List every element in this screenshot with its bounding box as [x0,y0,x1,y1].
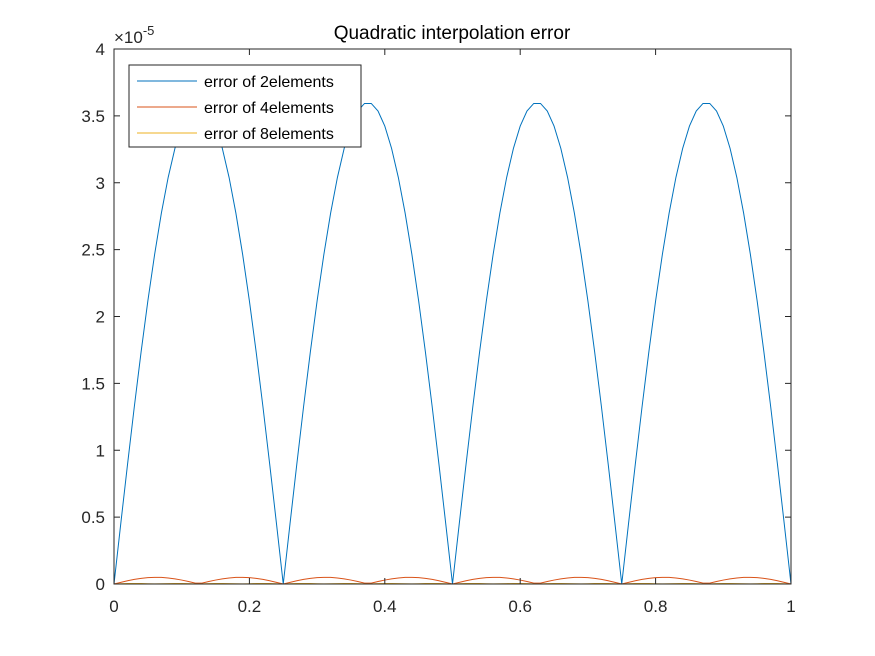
x-tick-label: 1 [786,597,795,616]
y-tick-label: 3.5 [81,107,105,126]
y-tick-label: 2.5 [81,241,105,260]
y-tick-label: 1 [96,441,105,460]
x-tick-label: 0.2 [238,597,262,616]
y-tick-label: 0.5 [81,508,105,527]
x-tick-label: 0.8 [644,597,668,616]
y-exponent-label: ×10-5 [114,23,154,47]
legend-label-3: error of 8elements [204,126,334,143]
y-exponent-power: -5 [143,23,155,38]
axis-ticks [113,48,792,585]
y-tick-labels: 0 0.5 1 1.5 2 2.5 3 3.5 4 [81,40,105,594]
y-tick-label: 2 [96,308,105,327]
x-tick-label: 0.4 [373,597,397,616]
y-tick-label: 0 [96,575,105,594]
y-exponent-base: ×10 [114,28,143,47]
y-tick-label: 4 [96,40,105,59]
x-tick-label: 0.6 [508,597,532,616]
y-tick-label: 3 [96,174,105,193]
y-tick-label: 1.5 [81,374,105,393]
chart-title: Quadratic interpolation error [334,23,571,44]
legend-items: error of 2elements error of 4elements erro… [137,74,334,143]
x-tick-labels: 0 0.2 0.4 0.6 0.8 1 [109,597,795,616]
legend-label-2: error of 4elements [204,100,334,117]
legend-label-1: error of 2elements [204,74,334,91]
x-tick-label: 0 [109,597,118,616]
legend: error of 2elements error of 4elements erro… [128,64,362,148]
